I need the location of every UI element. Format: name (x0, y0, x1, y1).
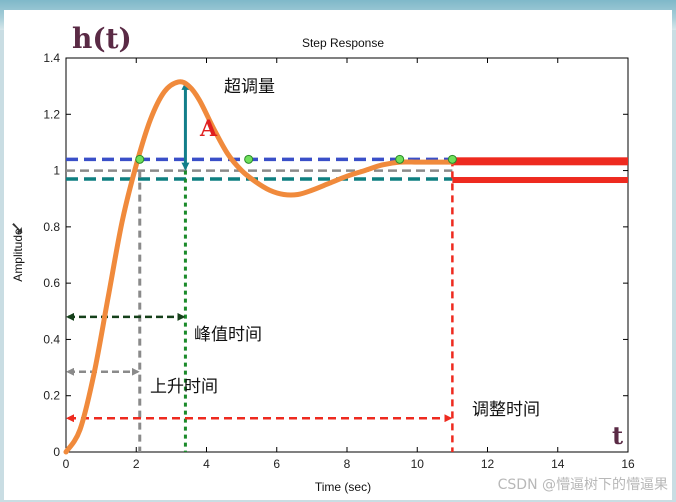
x-tick-label: 0 (63, 457, 70, 471)
x-axis-title: Time (sec) (315, 480, 371, 494)
x-tick-label: 4 (203, 457, 210, 471)
settling-time-label: 调整时间 (472, 400, 540, 420)
band-crossing-marker (447, 154, 457, 164)
y-axis-title: Amplitude (11, 228, 25, 282)
band-crossing-marker (395, 154, 405, 164)
x-tick-label: 10 (411, 457, 425, 471)
plot-area (65, 57, 629, 453)
rise-time-label: 上升时间 (150, 377, 218, 397)
x-tick-label: 12 (481, 457, 495, 471)
y-tick-label: 0.8 (43, 220, 60, 234)
t-axis-label: t (612, 421, 623, 450)
watermark: CSDN @懵逼树下的懵逼果 (497, 477, 668, 493)
x-tick-label: 2 (133, 457, 140, 471)
x-tick-label: 8 (344, 457, 351, 471)
series-layer (63, 79, 455, 455)
band-crossing-marker (135, 154, 145, 164)
y-tick-label: 0 (53, 445, 60, 459)
x-tick-label: 16 (621, 457, 635, 471)
step-response-line (63, 79, 455, 455)
chart-title: Step Response (302, 36, 384, 50)
y-tick-label: 1 (53, 164, 60, 178)
band-crossing-marker (244, 154, 254, 164)
h-of-t-label: h(t) (72, 22, 132, 55)
x-tick-label: 14 (551, 457, 565, 471)
overshoot-label: 超调量 (224, 77, 275, 97)
steady-band-lower (452, 177, 628, 184)
y-tick-label: 0.4 (43, 332, 60, 346)
y-tick-label: 1.2 (43, 107, 60, 121)
band-markers-layer (135, 154, 457, 164)
y-tick-label: 0.2 (43, 389, 60, 403)
cursor-icon: ➘ (10, 218, 26, 239)
peak-time-label: 峰值时间 (194, 325, 262, 345)
overshoot-letter: A (199, 116, 218, 142)
x-tick-label: 6 (273, 457, 280, 471)
y-tick-label: 0.6 (43, 276, 60, 290)
steady-band-upper (452, 157, 628, 166)
y-tick-label: 1.4 (43, 51, 60, 65)
axis-ticks-layer: 0 2 4 6 8 10 12 14 16 0 0.2 0.4 0.6 0.8 1 1.2 1.4 (43, 51, 635, 471)
